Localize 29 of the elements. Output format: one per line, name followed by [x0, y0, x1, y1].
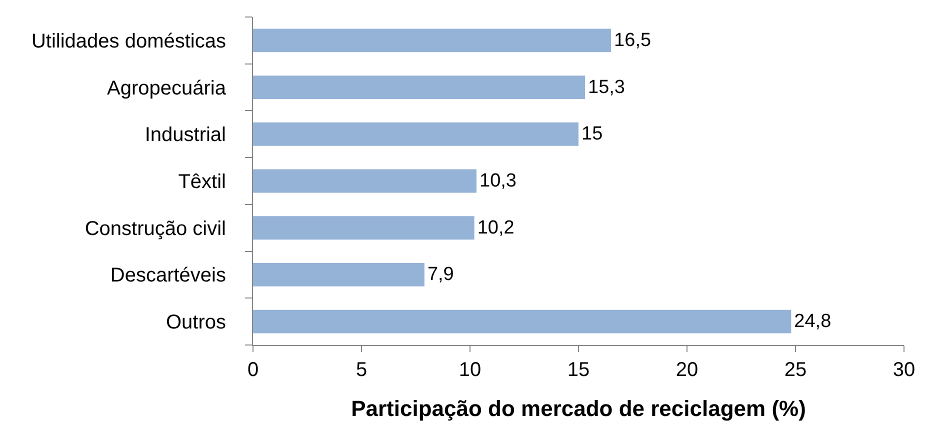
- x-tick-label: 20: [676, 359, 698, 381]
- data-label: 15: [582, 124, 603, 145]
- bar: [253, 263, 424, 286]
- bar: [253, 216, 474, 240]
- x-axis-title: Participação do mercado de reciclagem (%): [351, 396, 806, 421]
- x-tick-label: 5: [356, 359, 368, 381]
- bar: [253, 28, 612, 52]
- data-label: 10,3: [480, 170, 516, 192]
- y-tick-label: Industrial: [144, 124, 226, 146]
- x-tick-label: 30: [892, 359, 916, 381]
- data-label: 15,3: [588, 76, 625, 98]
- bar: [253, 310, 792, 334]
- data-label: 7,9: [427, 264, 454, 286]
- y-tick-label: Agropecuária: [107, 77, 227, 100]
- data-label: 10,2: [477, 217, 514, 238]
- y-tick-label: Construção civil: [84, 218, 226, 240]
- bar: [253, 76, 586, 99]
- y-tick-label: Têxtil: [178, 171, 226, 193]
- bar: [253, 122, 578, 146]
- data-label: 24,8: [794, 311, 832, 332]
- y-tick-label: Outros: [166, 312, 226, 334]
- y-tick-label: Descartéveis: [110, 264, 226, 287]
- bar: [253, 169, 477, 193]
- x-tick-label: 0: [247, 359, 259, 381]
- x-tick-label: 25: [784, 359, 807, 381]
- x-tick-label: 10: [458, 359, 482, 381]
- data-label: 16,5: [614, 30, 652, 51]
- y-tick-label: Utilidades domésticas: [31, 30, 226, 52]
- x-tick-label: 15: [567, 359, 590, 381]
